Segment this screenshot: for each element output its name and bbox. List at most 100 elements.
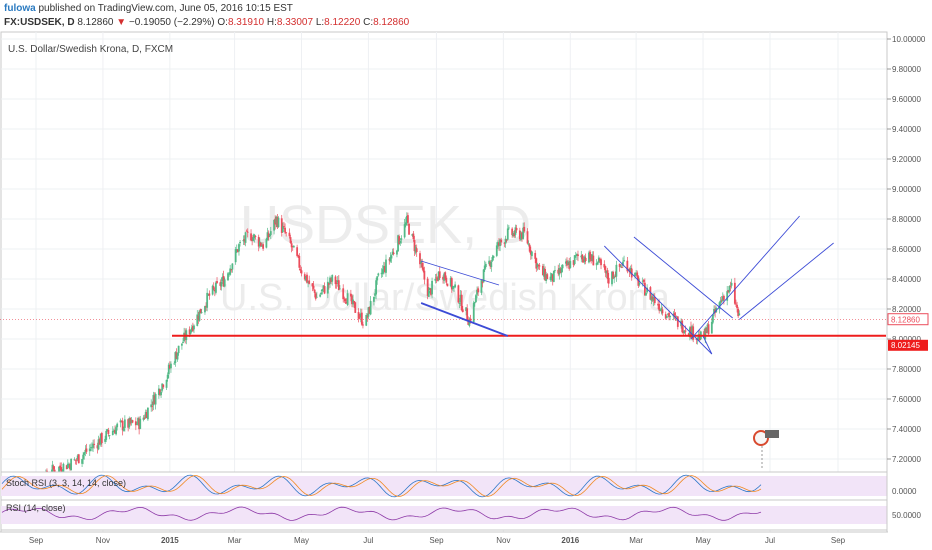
candle-body xyxy=(51,464,54,474)
candle-body xyxy=(260,242,262,247)
candle-body xyxy=(88,448,91,452)
price-tick-label: 8.00000 xyxy=(892,335,921,344)
candle-body xyxy=(488,260,491,264)
candle-body xyxy=(73,459,76,461)
candle-body xyxy=(420,261,422,264)
channel-2015-lower-line[interactable] xyxy=(420,302,509,337)
candle-body xyxy=(511,228,514,236)
candle-body xyxy=(657,303,659,306)
candle-body xyxy=(669,315,672,318)
candle-body xyxy=(467,321,470,325)
wedge-bottom-line[interactable] xyxy=(702,335,713,355)
channel-2016-upper-line[interactable] xyxy=(633,236,733,319)
candle-body xyxy=(500,239,503,243)
candle-body xyxy=(143,417,146,419)
candle-body xyxy=(152,394,155,406)
candle-body xyxy=(197,315,200,320)
candle-body xyxy=(236,249,239,252)
candle-body xyxy=(707,324,710,334)
symbol-label[interactable]: FX:USDSEK, D xyxy=(4,17,75,28)
candle-body xyxy=(674,315,677,317)
candle-body xyxy=(181,343,183,346)
price-tick-label: 9.80000 xyxy=(892,65,921,74)
time-tick-label: May xyxy=(695,536,710,545)
candle-body xyxy=(100,433,103,444)
candle-body xyxy=(738,313,741,316)
candle-body xyxy=(572,260,575,265)
candle-body xyxy=(311,283,314,287)
candle-body xyxy=(383,266,386,272)
low-value: 8.12220 xyxy=(324,17,361,28)
candle-body xyxy=(136,424,138,425)
price-tick-label: 8.20000 xyxy=(892,305,921,314)
price-axis[interactable] xyxy=(888,32,932,532)
candle-body xyxy=(684,330,687,332)
candle-body xyxy=(92,443,94,448)
candle-body xyxy=(458,303,461,304)
candle-body xyxy=(349,293,352,297)
candle-body xyxy=(346,293,349,305)
channel-2015-upper-line[interactable] xyxy=(420,260,500,286)
candle-body xyxy=(392,252,395,255)
candle-body xyxy=(60,467,63,473)
candle-body xyxy=(599,258,601,261)
projection-lower-line[interactable] xyxy=(738,242,834,320)
candle-body xyxy=(537,264,540,266)
candle-body xyxy=(705,328,708,334)
candle-body xyxy=(175,352,178,359)
close-value: 8.12860 xyxy=(373,17,410,28)
candle-body xyxy=(644,282,646,296)
candle-body xyxy=(59,465,62,468)
time-axis[interactable] xyxy=(0,532,932,550)
candle-body xyxy=(626,260,629,272)
candle-body xyxy=(668,312,670,318)
candle-body xyxy=(592,255,595,266)
candle-body xyxy=(106,429,109,431)
event-marker[interactable] xyxy=(753,430,779,468)
candle-body xyxy=(515,227,518,231)
candle-body xyxy=(573,255,576,264)
candle-body xyxy=(607,277,610,284)
candle-body xyxy=(157,388,160,396)
candle-body xyxy=(69,464,71,470)
candle-body xyxy=(522,227,525,239)
candle-body xyxy=(449,277,452,287)
candle-body xyxy=(381,269,384,274)
candle-body xyxy=(128,418,131,428)
candle-body xyxy=(303,274,306,280)
price-tick-label: 7.40000 xyxy=(892,425,921,434)
candle-body xyxy=(423,270,426,280)
candle-body xyxy=(661,309,664,314)
candle-body xyxy=(414,247,417,253)
candle-body xyxy=(253,234,256,239)
candle-body xyxy=(461,309,464,313)
candle-body xyxy=(344,299,347,302)
candle-body xyxy=(638,282,641,285)
projection-upper-line[interactable] xyxy=(690,215,800,340)
candle-body xyxy=(491,257,494,261)
candle-body xyxy=(250,233,252,241)
candle-body xyxy=(229,268,232,275)
candle-body xyxy=(377,273,380,276)
close-label: C: xyxy=(363,17,374,28)
candle-body xyxy=(200,312,203,314)
price-axis-ticks: 10.00000 9.80000 9.60000 9.40000 9.20000 9.00… xyxy=(887,35,926,464)
candle-body xyxy=(93,443,96,445)
stoch-k-line xyxy=(1,474,762,498)
candle-body xyxy=(77,454,80,464)
candle-body xyxy=(531,251,533,257)
candle-body xyxy=(138,418,141,430)
candle-body xyxy=(736,304,738,309)
candle-body xyxy=(83,452,86,455)
candle-body xyxy=(70,458,73,471)
candle-body xyxy=(415,248,418,253)
candle-body xyxy=(359,313,362,318)
candle-body xyxy=(665,316,668,318)
candle-body xyxy=(342,288,345,300)
author-link[interactable]: fulowa xyxy=(4,3,36,14)
candle-body xyxy=(298,255,301,268)
candle-body xyxy=(603,263,606,268)
candle-body xyxy=(220,281,223,287)
candle-body xyxy=(331,275,334,282)
